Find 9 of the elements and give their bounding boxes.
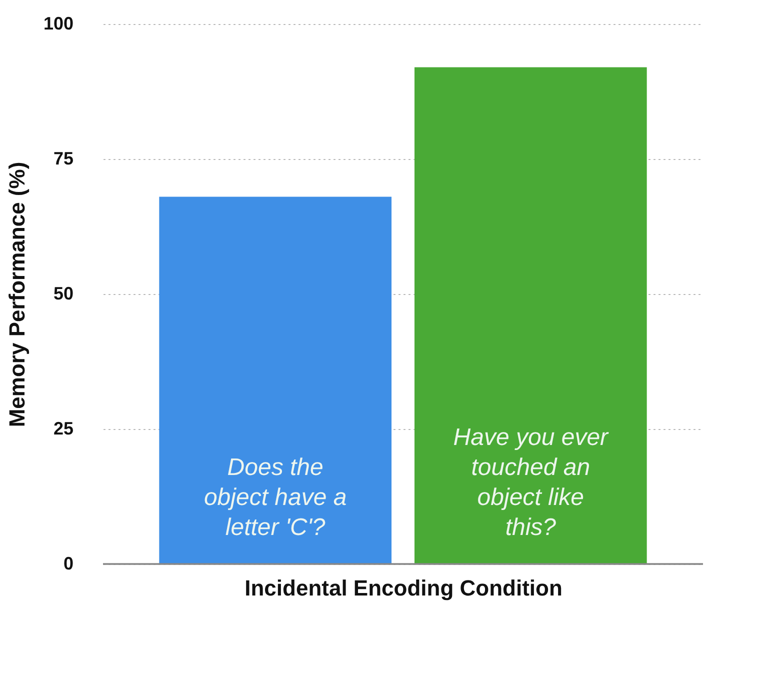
x-tick-label: Does the object have a letter 'C'?: [204, 454, 347, 541]
y-tick-label: 75: [53, 148, 74, 168]
x-axis-title: Incidental Encoding Condition: [244, 576, 562, 600]
x-tick-label: Have you ever touched an object like this?: [453, 424, 610, 541]
y-tick-label: 25: [53, 418, 74, 438]
y-tick-label: 50: [53, 284, 74, 304]
y-tick-label: 100: [43, 14, 74, 34]
y-tick-label: 0: [63, 554, 74, 574]
y-axis-title: Memory Performance (%): [4, 162, 30, 428]
